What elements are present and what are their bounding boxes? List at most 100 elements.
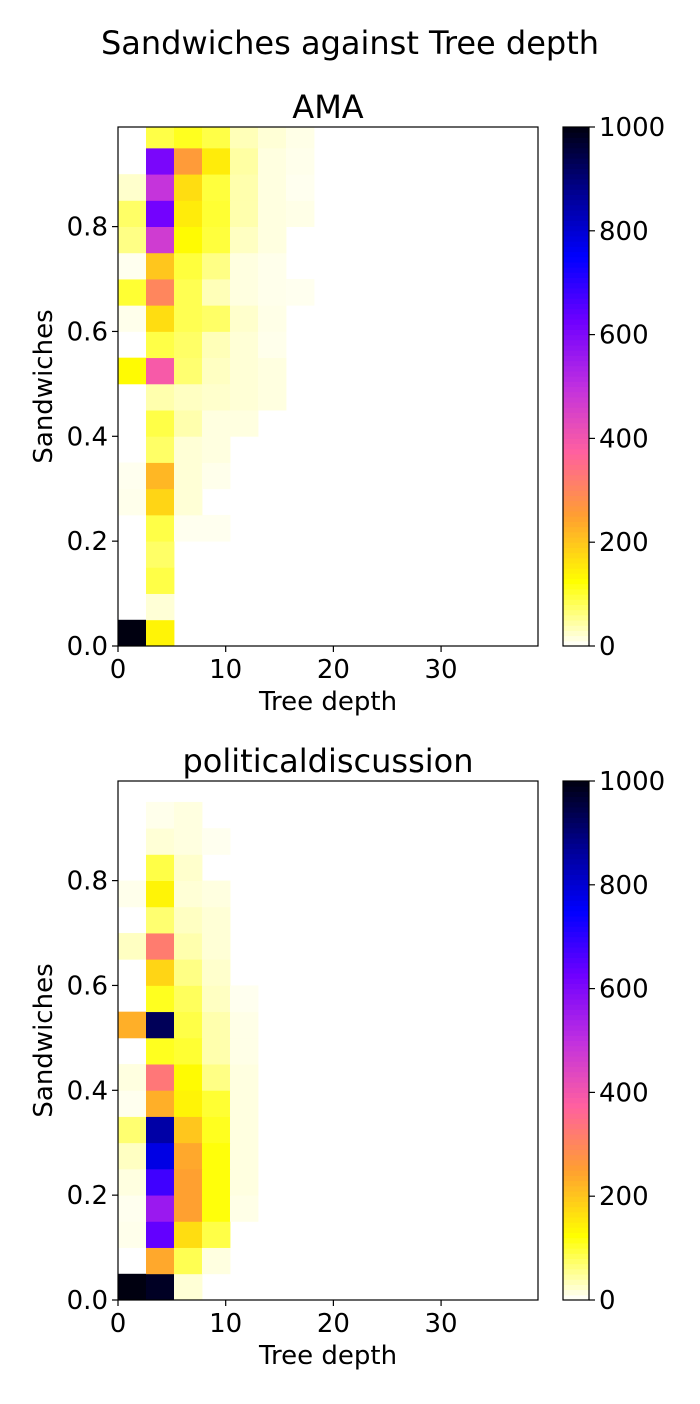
- heatmap-cell: [230, 1037, 259, 1065]
- heatmap-cell: [174, 436, 203, 463]
- heatmap-cell: [174, 127, 203, 149]
- panels: AMA 0 10 20 30 0.0 0.2 0.4 0.6 0.8 Tree depth Sandw…: [29, 88, 665, 1371]
- colorbar-segment: [563, 422, 589, 429]
- colorbar-segment: [563, 204, 589, 211]
- heatmap-cell: [174, 1195, 203, 1222]
- heatmap-cell: [258, 147, 287, 175]
- colorbar-segment: [563, 163, 589, 170]
- colorbar-segment: [563, 1242, 589, 1249]
- colorbar-segment: [563, 1045, 589, 1052]
- heatmap-cell: [146, 959, 175, 986]
- heatmap-cell: [146, 1037, 175, 1065]
- colorbar-segment: [563, 848, 589, 855]
- colorbar-segment: [563, 947, 589, 953]
- colorbar-segment: [563, 827, 589, 834]
- colorbar-segment: [563, 630, 589, 637]
- colorbar-segment: [563, 874, 589, 881]
- y-axis-label: Sandwiches: [29, 963, 59, 1117]
- heatmap-cell: [146, 1221, 175, 1248]
- heatmap-cell: [146, 462, 175, 490]
- colorbar-segment: [563, 1253, 589, 1259]
- heatmap-cell: [118, 279, 147, 306]
- heatmap-cell: [174, 514, 203, 542]
- colorbar-segment: [563, 355, 589, 362]
- heatmap-cell: [174, 226, 203, 254]
- heatmap-cell: [146, 1273, 175, 1301]
- heatmap-cell: [118, 226, 147, 254]
- colorbar-segment: [563, 1227, 589, 1234]
- heatmap-cell: [118, 1011, 147, 1039]
- colorbar-segment: [563, 1211, 589, 1218]
- heatmap-cell: [230, 147, 259, 175]
- colorbar-segment: [563, 889, 589, 896]
- heatmap-cell: [174, 801, 203, 829]
- heatmap-cell: [118, 880, 147, 908]
- colorbar-segment: [563, 490, 589, 496]
- heatmap-cell: [174, 828, 203, 855]
- colorbar-segment: [563, 267, 589, 273]
- colorbar-segment: [563, 625, 589, 631]
- colorbar-tick-label: 400: [599, 424, 649, 454]
- colorbar-segment: [563, 1097, 589, 1104]
- colorbar-segment: [563, 900, 589, 907]
- heatmap-cell: [174, 1168, 203, 1196]
- heatmap-cell: [146, 488, 175, 516]
- colorbar-segment: [563, 921, 589, 927]
- colorbar-segment: [563, 438, 589, 445]
- heatmap-cell: [230, 1195, 259, 1222]
- heatmap-cells: [118, 801, 259, 1301]
- colorbar-segment: [563, 1092, 589, 1099]
- colorbar-segment: [563, 1294, 589, 1301]
- heatmap-cell: [202, 1221, 231, 1248]
- colorbar-segment: [563, 1024, 589, 1031]
- colorbar-segment: [563, 1232, 589, 1239]
- heatmap-cell: [146, 906, 175, 934]
- colorbar-segment: [563, 1076, 589, 1083]
- colorbar-segment: [563, 241, 589, 247]
- heatmap-cell: [146, 567, 175, 594]
- heatmap-cell: [146, 1195, 175, 1222]
- colorbar-segment: [563, 604, 589, 611]
- colorbar-segment: [563, 542, 589, 548]
- colorbar-segment: [563, 453, 589, 460]
- colorbar-segment: [563, 1237, 589, 1244]
- colorbar-segment: [563, 199, 589, 206]
- heatmap-cell: [174, 985, 203, 1013]
- colorbar-segment: [563, 1102, 589, 1109]
- y-tick-label: 0.4: [67, 1076, 108, 1106]
- colorbar-segment: [563, 1066, 589, 1073]
- heatmap-cell: [146, 436, 175, 463]
- heatmap-cell: [118, 1221, 147, 1248]
- colorbar-segment: [563, 962, 589, 969]
- colorbar-segment: [563, 952, 589, 958]
- heatmap-cell: [202, 147, 231, 175]
- colorbar-segment: [563, 537, 589, 543]
- colorbar-segment: [563, 287, 589, 294]
- x-axis-label: Tree depth: [258, 1341, 397, 1371]
- heatmap-cell: [146, 1011, 175, 1039]
- y-tick-label: 0.6: [67, 971, 108, 1001]
- heatmap-cell: [230, 331, 259, 359]
- heatmap-cell: [202, 279, 231, 306]
- x-tick-label: 20: [317, 655, 350, 685]
- colorbar-segment: [563, 1185, 589, 1192]
- heatmap-cell: [146, 854, 175, 881]
- colorbar-segment: [563, 194, 589, 201]
- heatmap-cell: [174, 1273, 203, 1301]
- heatmap-cell: [146, 305, 175, 332]
- colorbar-segment: [563, 324, 589, 330]
- colorbar-segment: [563, 210, 589, 216]
- colorbar-segment: [563, 230, 589, 237]
- colorbar-segment: [563, 853, 589, 860]
- heatmap-cell: [146, 985, 175, 1013]
- colorbar-segment: [563, 516, 589, 522]
- colorbar-segment: [563, 1263, 589, 1270]
- colorbar-segment: [563, 158, 589, 164]
- colorbar-segment: [563, 817, 589, 824]
- colorbar-segment: [563, 261, 589, 268]
- colorbar-segment: [563, 614, 589, 621]
- heatmap-cell: [146, 252, 175, 280]
- colorbar-segment: [563, 620, 589, 626]
- colorbar-tick-label: 400: [599, 1078, 649, 1108]
- heatmap-cell: [202, 305, 231, 332]
